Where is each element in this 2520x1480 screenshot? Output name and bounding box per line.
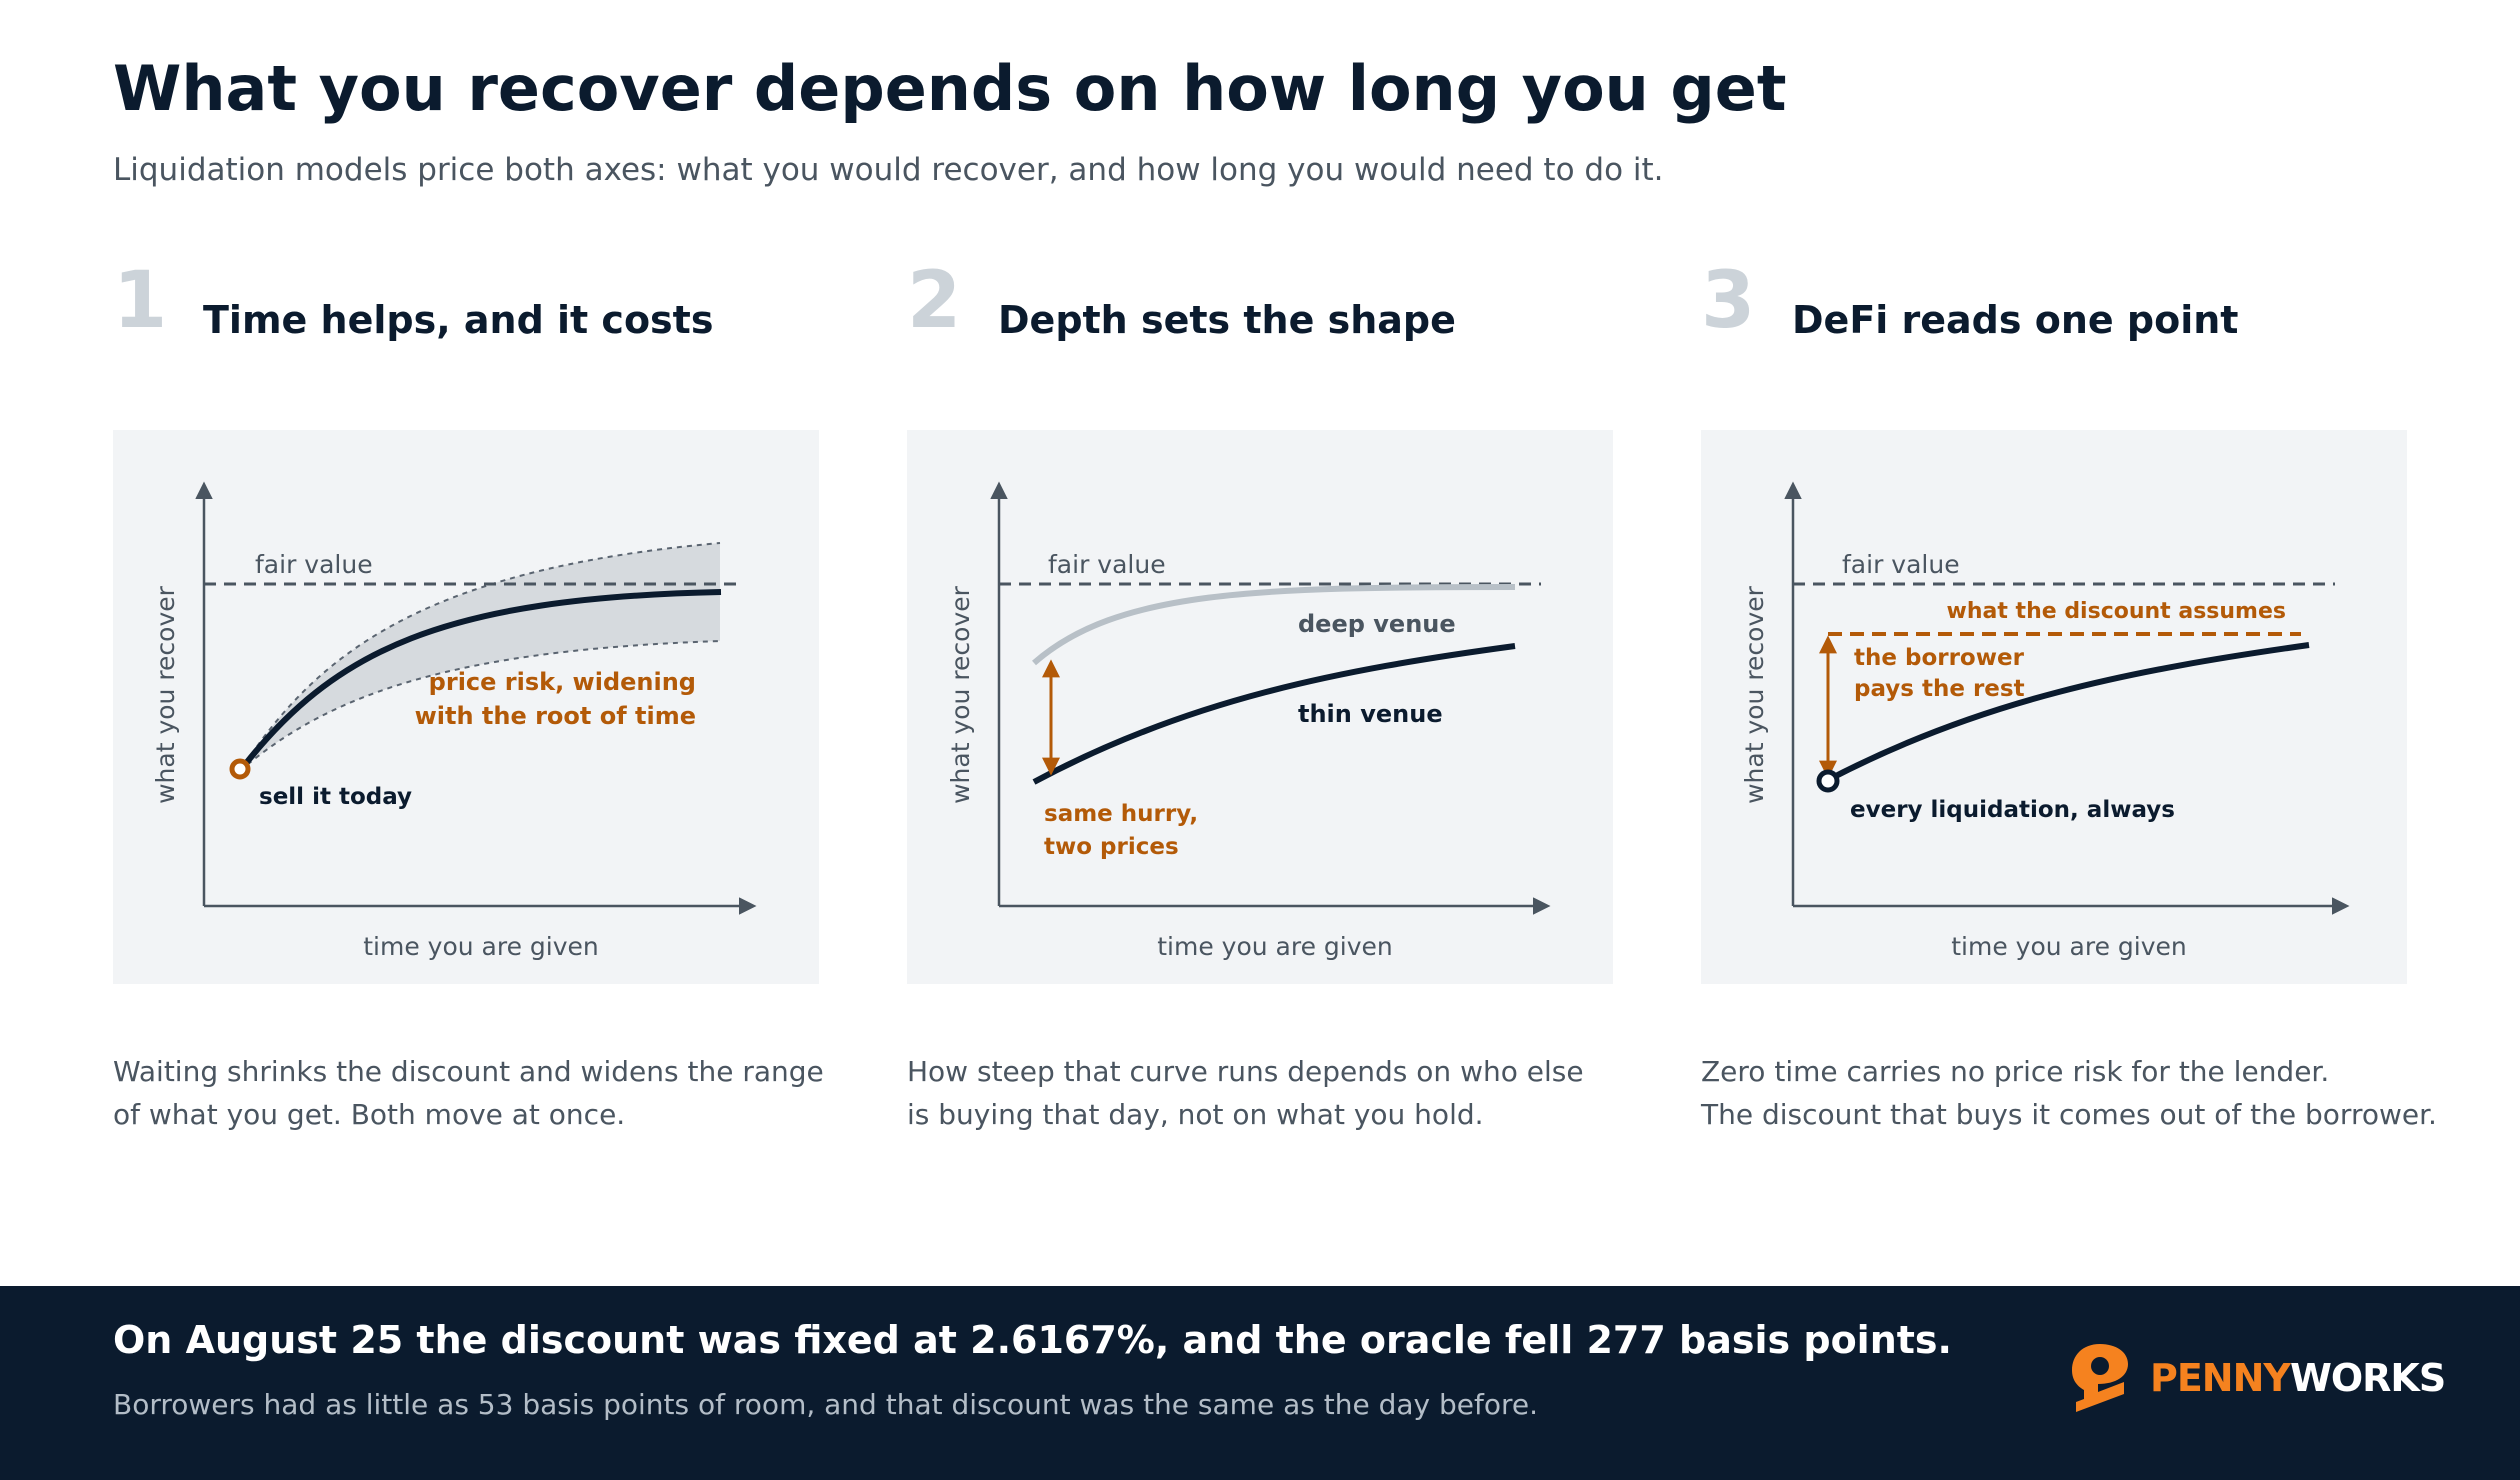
logo-word-penny: PENNY — [2150, 1356, 2291, 1400]
band-label-line-1: price risk, widening — [429, 668, 696, 696]
x-axis-label: time you are given — [1157, 932, 1393, 961]
panel-1-caption-line-1: Waiting shrinks the discount and widens … — [113, 1055, 824, 1088]
liquidation-point — [1816, 769, 1840, 793]
recovery-curve — [1826, 642, 2310, 783]
panel-1-number: 1 — [113, 256, 168, 346]
thin-venue-curve — [1032, 643, 1516, 785]
deep-venue-label: deep venue — [1298, 610, 1456, 638]
panel-3-caption-line-1: Zero time carries no price risk for the … — [1701, 1055, 2330, 1088]
gap-label-line-1: same hurry, — [1044, 801, 1198, 827]
gap-label-line-2: two prices — [1044, 834, 1179, 860]
footer-subtext: Borrowers had as little as 53 basis poin… — [113, 1388, 1538, 1421]
liquidation-point-label: every liquidation, always — [1850, 797, 2175, 823]
borrower-label-line-1: the borrower — [1854, 645, 2025, 671]
panel-3-chart: fair value what the discount assumes the… — [1701, 430, 2407, 984]
deep-venue-curve — [1032, 584, 1516, 666]
pennyworks-logo: PENNYWORKS — [2068, 1340, 2446, 1420]
panel-2-caption-line-2: is buying that day, not on what you hold… — [907, 1098, 1484, 1131]
panel-2-caption-line-1: How steep that curve runs depends on who… — [907, 1055, 1584, 1088]
x-axis-label: time you are given — [363, 932, 599, 961]
fair-value-label: fair value — [1048, 550, 1166, 579]
fair-value-label: fair value — [1842, 550, 1960, 579]
start-point — [229, 758, 251, 780]
thin-venue-label: thin venue — [1298, 700, 1443, 728]
panel-3-title: DeFi reads one point — [1792, 298, 2239, 342]
pennyworks-wordmark: PENNYWORKS — [2150, 1356, 2446, 1400]
y-axis-label: what you recover — [1740, 585, 1769, 804]
panel-3-caption: Zero time carries no price risk for the … — [1701, 1050, 2441, 1136]
start-label: sell it today — [259, 784, 412, 810]
band-lower-edge — [239, 640, 721, 772]
page-title: What you recover depends on how long you… — [113, 52, 1787, 125]
band-upper-edge — [239, 542, 721, 772]
footer-banner: On August 25 the discount was fixed at 2… — [0, 1286, 2520, 1480]
panel-3-number: 3 — [1701, 256, 1756, 346]
panel-3-caption-line-2: The discount that buys it comes out of t… — [1701, 1098, 2437, 1131]
pennyworks-logo-icon — [2072, 1344, 2128, 1412]
panel-1-caption: Waiting shrinks the discount and widens … — [113, 1050, 853, 1136]
band-label-line-2: with the root of time — [415, 702, 696, 730]
x-axis-label: time you are given — [1951, 932, 2187, 961]
panel-1-chart: fair value price risk, widening with the… — [113, 430, 819, 984]
recovery-curve — [237, 589, 722, 773]
panel-2-chart: fair value deep venue thin venue same hu… — [907, 430, 1613, 984]
footer-headline: On August 25 the discount was fixed at 2… — [113, 1318, 1952, 1362]
page-subtitle: Liquidation models price both axes: what… — [113, 152, 1664, 188]
fair-value-label: fair value — [255, 550, 373, 579]
discount-assumes-label: what the discount assumes — [1947, 599, 2286, 624]
panel-2-caption: How steep that curve runs depends on who… — [907, 1050, 1647, 1136]
y-axis-label: what you recover — [946, 585, 975, 804]
panel-2-number: 2 — [907, 256, 962, 346]
panel-1-caption-line-2: of what you get. Both move at once. — [113, 1098, 626, 1131]
panel-1-title: Time helps, and it costs — [203, 298, 714, 342]
y-axis-label: what you recover — [151, 585, 180, 804]
panel-2-title: Depth sets the shape — [998, 298, 1456, 342]
borrower-label-line-2: pays the rest — [1854, 676, 2025, 702]
logo-word-works: WORKS — [2289, 1356, 2446, 1400]
